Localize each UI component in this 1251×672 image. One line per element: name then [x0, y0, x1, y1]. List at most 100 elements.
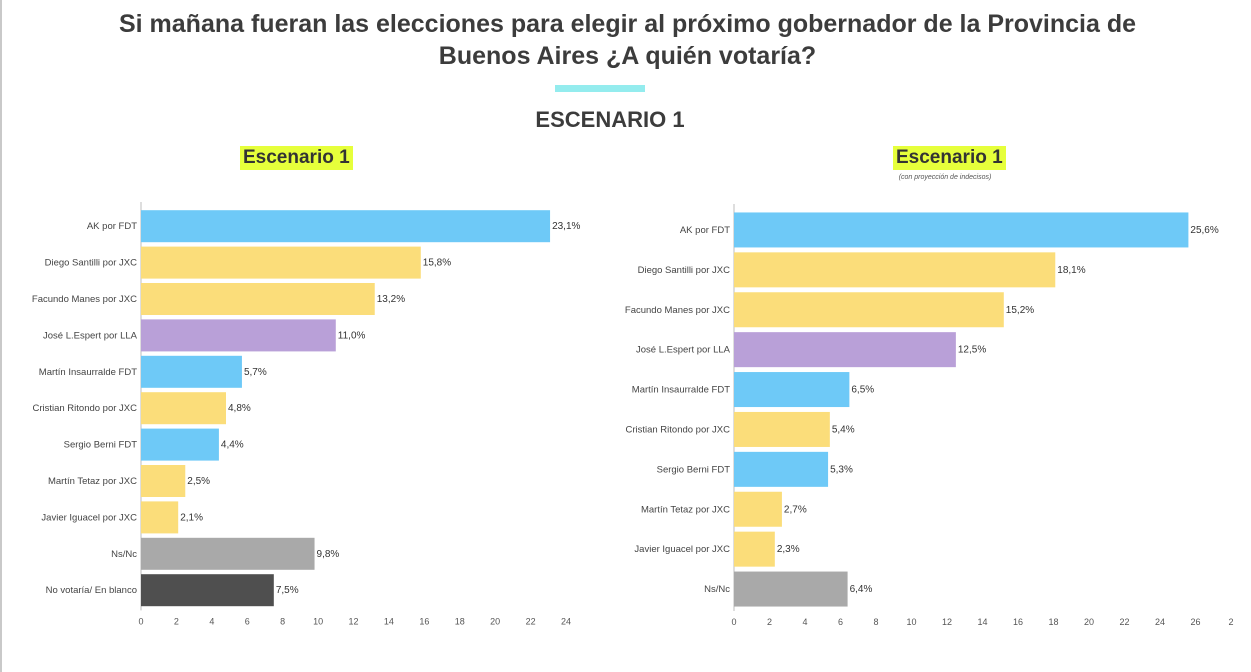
category-label: Sergio Berni FDT [657, 464, 731, 475]
data-label: 2,1% [180, 512, 203, 523]
x-tick-label: 2 [767, 617, 772, 627]
category-label: Javier Iguacel por JXC [41, 512, 137, 523]
data-label: 2,5% [187, 476, 210, 487]
data-label: 15,8% [423, 258, 451, 269]
data-label: 25,6% [1190, 225, 1218, 236]
bar [734, 411, 830, 447]
x-tick-label: 16 [419, 616, 429, 626]
data-label: 5,7% [244, 367, 267, 378]
x-tick-label: 0 [138, 616, 143, 626]
x-tick-label: 20 [1084, 617, 1094, 627]
category-label: Cristian Ritondo por JXC [32, 403, 137, 414]
data-label: 6,5% [851, 385, 874, 396]
bar [141, 355, 242, 388]
data-label: 2,3% [777, 544, 800, 555]
data-label: 23,1% [552, 221, 580, 232]
x-tick-label: 16 [1013, 617, 1023, 627]
bar [734, 212, 1189, 248]
x-tick-label: 22 [526, 616, 536, 626]
bar [141, 501, 179, 534]
x-tick-label: 14 [977, 617, 987, 627]
scenario-header: ESCENARIO 1 [535, 107, 685, 132]
category-label: José L.Espert por LLA [43, 330, 138, 341]
bar [734, 451, 829, 487]
category-label: Ns/Nc [111, 549, 137, 560]
bar [141, 210, 551, 243]
category-label: Diego Santilli por JXC [638, 265, 731, 276]
x-tick-label: 12 [942, 617, 952, 627]
bar [734, 332, 956, 368]
left-chart-title: Escenario 1 [240, 146, 353, 170]
category-label: AK por FDT [87, 221, 137, 232]
data-label: 18,1% [1057, 265, 1085, 276]
bar [734, 531, 775, 567]
category-label: AK por FDT [680, 225, 730, 236]
bar [734, 491, 782, 527]
frame-left-border [0, 0, 2, 672]
right-chart-title: Escenario 1 [893, 146, 1006, 170]
category-label: Martín Insaurralde FDT [632, 385, 730, 396]
bar [141, 465, 186, 497]
x-tick-label: 18 [455, 616, 465, 626]
x-tick-label: 6 [245, 616, 250, 626]
bar [734, 252, 1056, 288]
bar [141, 392, 226, 425]
category-label: Ns/Nc [704, 584, 730, 595]
data-label: 4,4% [221, 440, 244, 451]
title-accent-bar [555, 85, 645, 92]
bar [734, 292, 1004, 328]
bar [734, 372, 850, 408]
data-label: 12,5% [958, 345, 986, 356]
x-tick-label: 12 [348, 616, 358, 626]
category-label: Sergio Berni FDT [64, 440, 138, 451]
category-label: José L.Espert por LLA [636, 345, 731, 356]
data-label: 5,3% [830, 464, 853, 475]
category-label: Javier Iguacel por JXC [634, 544, 730, 555]
x-tick-label: 26 [1190, 617, 1200, 627]
x-tick-label: 24 [1155, 617, 1165, 627]
data-label: 13,2% [377, 294, 405, 305]
x-tick-label: 14 [384, 616, 394, 626]
bar [141, 319, 336, 352]
data-label: 9,8% [317, 549, 340, 560]
right-chart-subtitle: (con proyección de indecisos) [898, 174, 992, 181]
category-label: Facundo Manes por JXC [32, 294, 137, 305]
x-tick-label: 6 [838, 617, 843, 627]
x-tick-label: 4 [802, 617, 807, 627]
bar [734, 571, 848, 607]
bar [141, 428, 219, 461]
x-tick-label: 22 [1119, 617, 1129, 627]
x-tick-label: 0 [731, 617, 736, 627]
data-label: 15,2% [1006, 305, 1034, 316]
x-tick-label: 2 [1228, 617, 1233, 627]
bar [141, 537, 315, 570]
data-label: 11,0% [338, 330, 366, 341]
data-label: 5,4% [832, 424, 855, 435]
x-tick-label: 24 [561, 616, 571, 626]
category-label: Diego Santilli por JXC [45, 258, 138, 269]
bar [141, 574, 274, 607]
x-tick-label: 18 [1048, 617, 1058, 627]
x-tick-label: 8 [873, 617, 878, 627]
data-label: 6,4% [850, 584, 873, 595]
category-label: No votaría/ En blanco [46, 585, 137, 596]
data-label: 2,7% [784, 504, 807, 515]
x-tick-label: 2 [174, 616, 179, 626]
x-tick-label: 10 [313, 616, 323, 626]
bar [141, 246, 421, 279]
category-label: Martín Tetaz por JXC [48, 476, 137, 487]
data-label: 7,5% [276, 585, 299, 596]
category-label: Martín Insaurralde FDT [39, 367, 137, 378]
page-title: Si mañana fueran las elecciones para ele… [118, 10, 1137, 70]
category-label: Facundo Manes por JXC [625, 305, 730, 316]
x-tick-label: 20 [490, 616, 500, 626]
bar [141, 283, 375, 315]
x-tick-label: 4 [209, 616, 214, 626]
category-label: Cristian Ritondo por JXC [625, 424, 730, 435]
x-tick-label: 8 [280, 616, 285, 626]
x-tick-label: 10 [906, 617, 916, 627]
data-label: 4,8% [228, 403, 251, 414]
category-label: Martín Tetaz por JXC [641, 504, 730, 515]
